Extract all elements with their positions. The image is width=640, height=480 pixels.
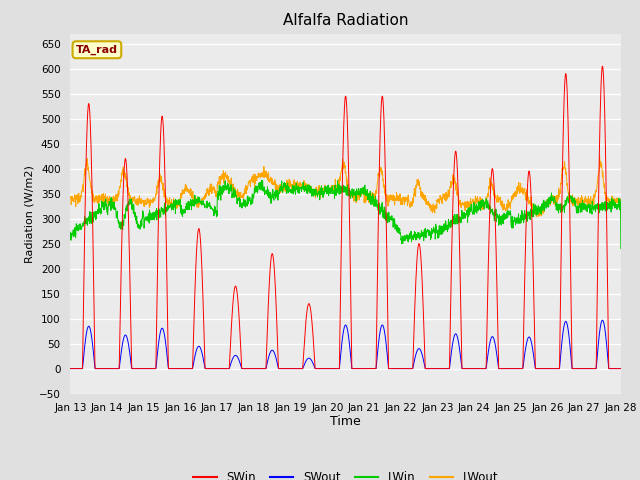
SWin <box>362 366 369 372</box>
LWout <box>362 200 369 206</box>
SWout <box>568 366 576 372</box>
Y-axis label: Radiation (W/m2): Radiation (W/m2) <box>24 165 35 263</box>
SWin <box>67 366 74 372</box>
SWout <box>584 366 591 372</box>
LWin <box>374 203 381 208</box>
SWin <box>598 63 606 69</box>
SWout <box>598 317 606 323</box>
LWout <box>374 180 381 186</box>
SWin <box>568 366 576 372</box>
LWin <box>67 229 74 235</box>
LWin <box>584 204 591 210</box>
LWin <box>506 212 513 218</box>
LWout <box>584 204 591 209</box>
SWout <box>374 352 381 358</box>
SWin <box>617 366 625 372</box>
SWin <box>506 366 513 372</box>
LWout <box>67 193 74 199</box>
SWout <box>67 366 74 372</box>
LWin <box>617 246 625 252</box>
Line: LWin: LWin <box>70 180 621 249</box>
LWout <box>220 180 228 186</box>
SWout <box>362 366 369 372</box>
SWout <box>617 366 625 372</box>
LWout <box>506 202 513 207</box>
LWin <box>568 200 576 206</box>
LWin <box>362 186 369 192</box>
Line: SWout: SWout <box>70 320 621 369</box>
Title: Alfalfa Radiation: Alfalfa Radiation <box>283 13 408 28</box>
SWin <box>220 366 228 372</box>
Legend: SWin, SWout, LWin, LWout: SWin, SWout, LWin, LWout <box>188 466 503 480</box>
LWout <box>568 201 576 207</box>
Line: SWin: SWin <box>70 66 621 369</box>
SWout <box>220 366 228 372</box>
LWin <box>220 186 228 192</box>
X-axis label: Time: Time <box>330 415 361 428</box>
LWout <box>617 216 625 221</box>
SWout <box>506 366 513 372</box>
LWout <box>596 153 604 159</box>
Text: TA_rad: TA_rad <box>76 45 118 55</box>
Line: LWout: LWout <box>70 156 621 218</box>
SWin <box>374 279 381 285</box>
SWin <box>584 366 591 372</box>
LWin <box>258 177 266 183</box>
